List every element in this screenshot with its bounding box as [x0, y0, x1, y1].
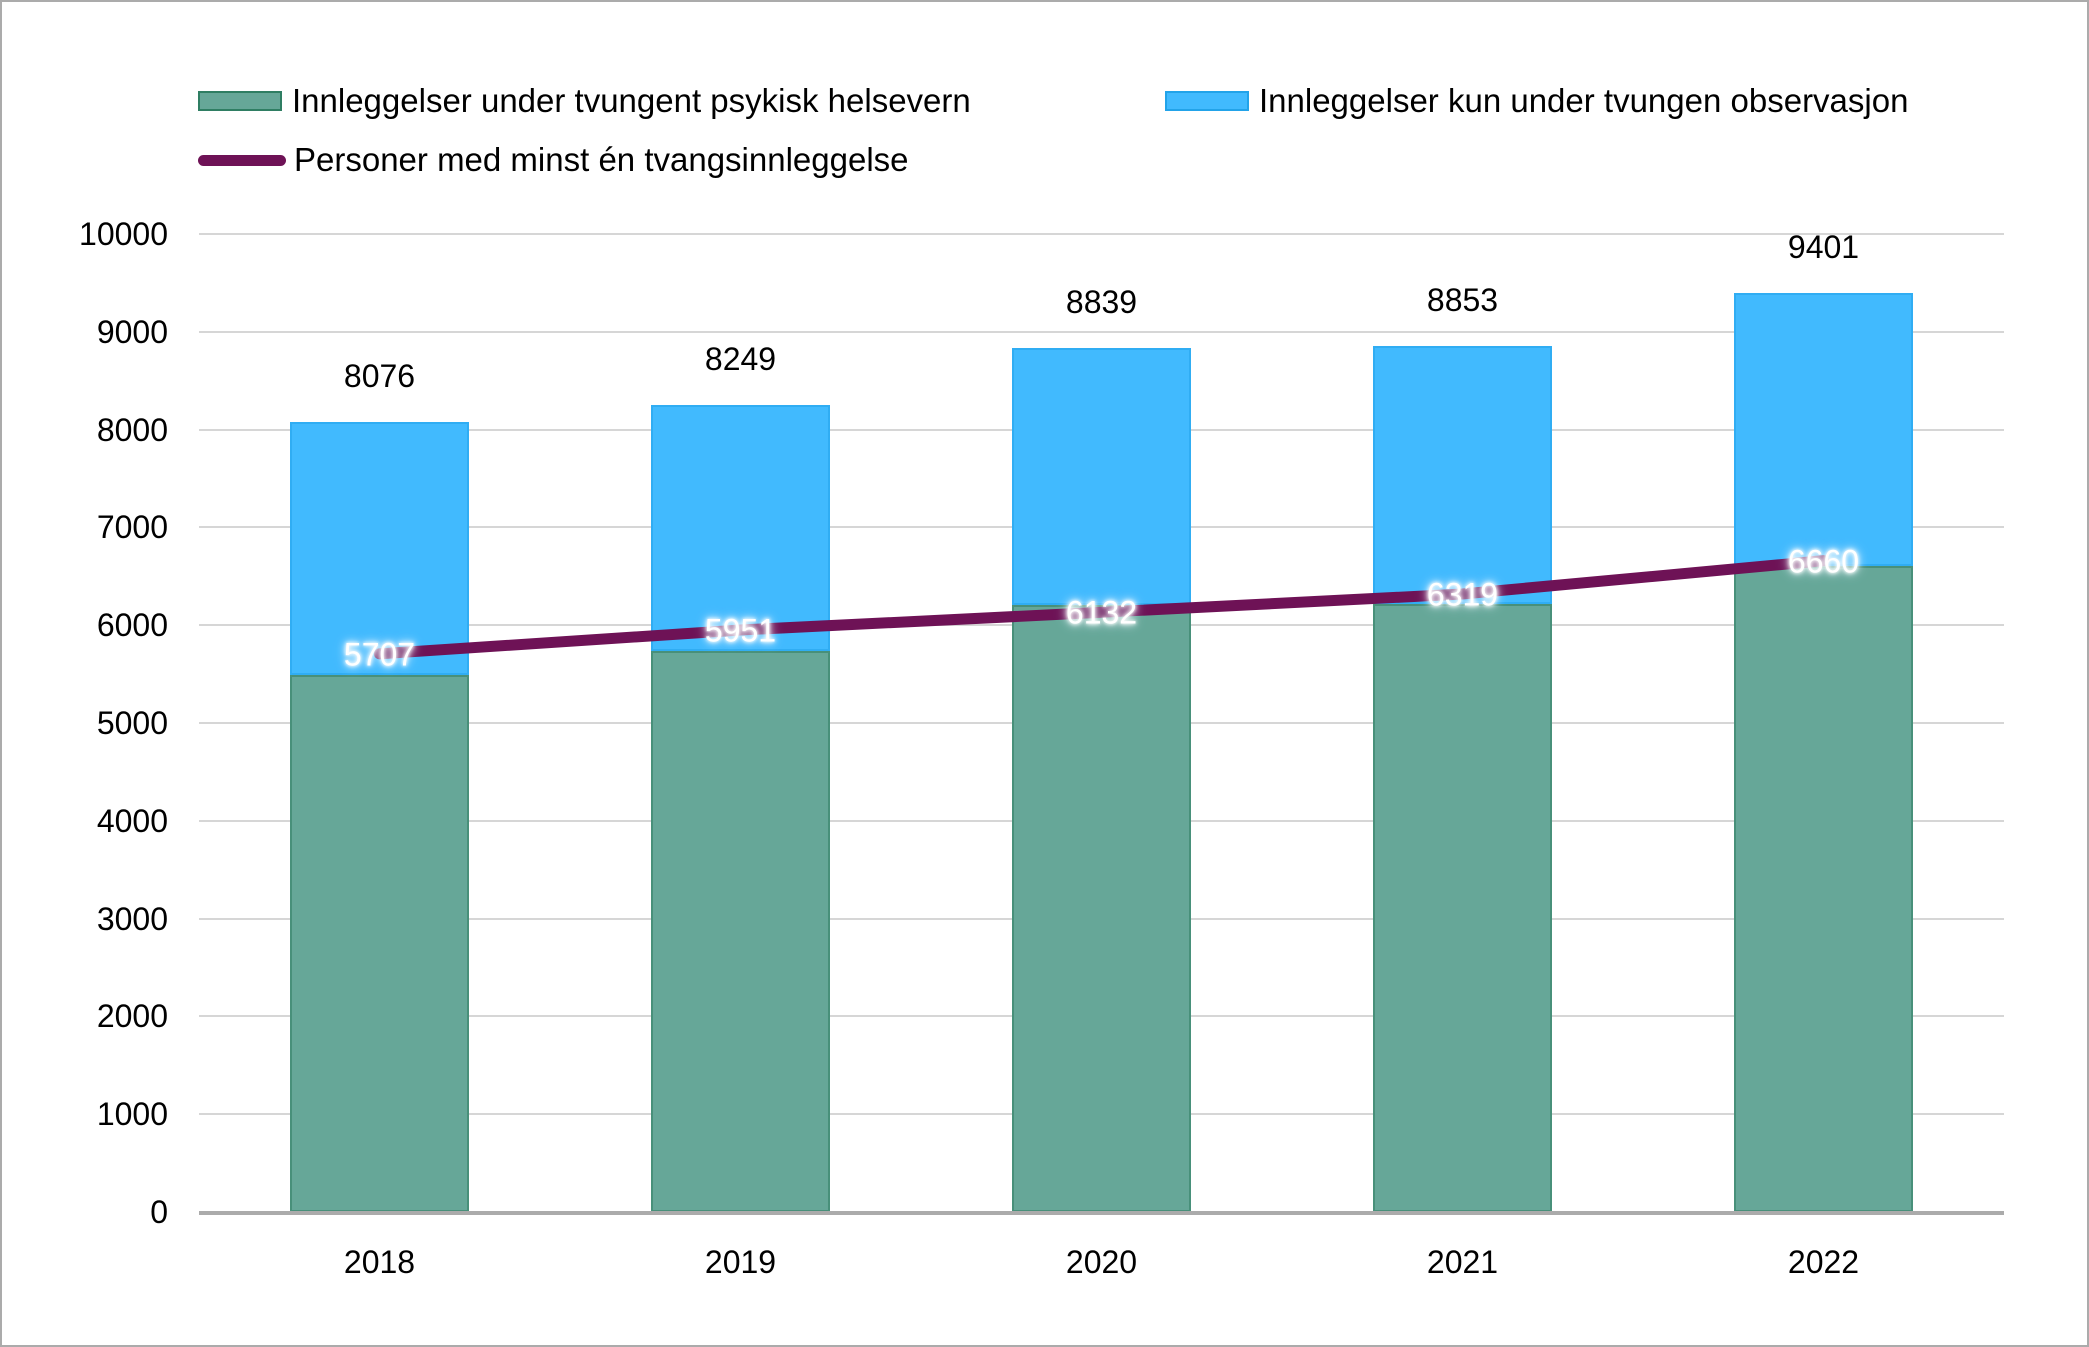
- x-axis-year-label: 2022: [1787, 1244, 1860, 1280]
- x-axis-year-label: 2020: [1065, 1244, 1138, 1280]
- legend-item-tvungen-observasjon: Innleggelser kun under tvungen observasj…: [1165, 82, 1909, 119]
- y-axis-tick-label: 7000: [96, 509, 168, 546]
- y-axis-tick-label: 5000: [96, 705, 168, 741]
- bar-total-label: 8839: [1065, 283, 1138, 320]
- bar-total-label: 8853: [1426, 282, 1499, 319]
- legend-label: Innleggelser kun under tvungen observasj…: [1259, 82, 1909, 119]
- x-axis-year-label: 2019: [704, 1244, 777, 1280]
- bar-segment-tvungen-observasjon: [1734, 292, 1913, 567]
- blue-bar-swatch-icon: [1165, 91, 1249, 111]
- y-axis-tick-label: 1000: [96, 1096, 168, 1133]
- bar-segment-tvungen-observasjon: [1012, 347, 1191, 606]
- bar-segment-tvungent-helsevern: [1012, 605, 1191, 1212]
- line-point-label: 5951: [704, 612, 777, 649]
- legend-item-tvungent-psykisk-helsevern: Innleggelser under tvungent psykisk hels…: [198, 82, 971, 119]
- y-axis-tick-label: 2000: [96, 998, 168, 1035]
- bar-segment-tvungen-observasjon: [1373, 346, 1552, 604]
- green-bar-swatch-icon: [198, 91, 282, 111]
- y-axis-tick-label: 9000: [96, 313, 168, 350]
- y-axis-tick-label: 6000: [96, 607, 168, 644]
- bar-total-label: 8076: [343, 358, 416, 395]
- line-point-label: 6660: [1787, 543, 1860, 580]
- bar-segment-tvungent-helsevern: [1373, 603, 1552, 1212]
- bar-total-label: 9401: [1787, 228, 1860, 265]
- y-axis-tick-label: 3000: [96, 900, 168, 937]
- x-axis-year-label: 2018: [343, 1244, 416, 1280]
- line-point-label: 6132: [1065, 594, 1138, 631]
- x-axis-year-label: 2021: [1426, 1244, 1499, 1280]
- line-point-label: 5707: [343, 636, 416, 673]
- bar-segment-tvungent-helsevern: [651, 651, 830, 1212]
- y-axis-tick-label: 0: [150, 1194, 168, 1230]
- legend-item-personer-tvangsinnleggelse: Personer med minst én tvangsinnleggelse: [198, 141, 909, 178]
- purple-line-swatch-icon: [198, 154, 286, 166]
- gridline-10000: [199, 233, 2004, 235]
- legend-label: Innleggelser under tvungent psykisk hels…: [292, 82, 971, 119]
- y-axis-tick-label: 4000: [96, 802, 168, 839]
- line-point-label: 6319: [1426, 576, 1499, 613]
- y-axis-tick-label: 8000: [96, 411, 168, 448]
- bar-segment-tvungent-helsevern: [1734, 566, 1913, 1212]
- y-axis-tick-label: 10000: [79, 216, 168, 252]
- gridline-9000: [199, 330, 2004, 333]
- bar-segment-tvungent-helsevern: [290, 675, 469, 1212]
- legend-label: Personer med minst én tvangsinnleggelse: [294, 141, 909, 178]
- x-axis-baseline: [199, 1211, 2004, 1215]
- bar-total-label: 8249: [704, 341, 777, 378]
